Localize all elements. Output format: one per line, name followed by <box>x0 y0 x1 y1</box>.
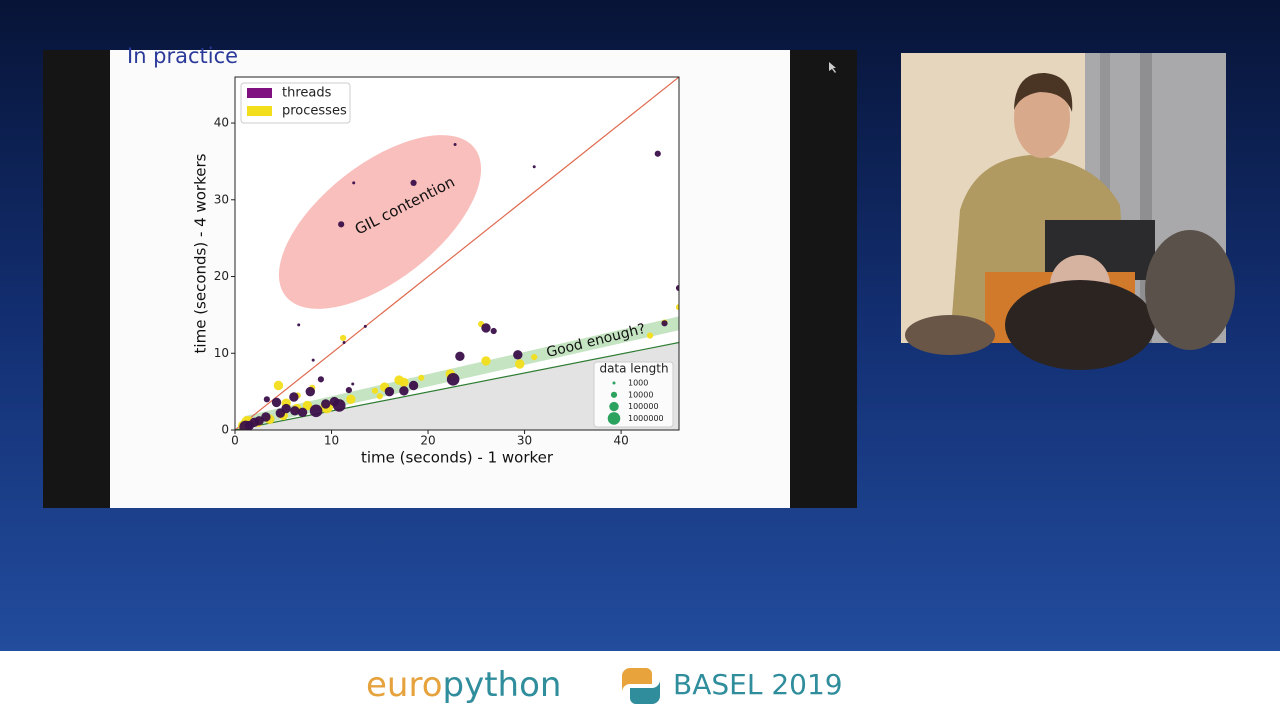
size-legend-title: data length <box>599 362 668 376</box>
point <box>531 353 538 361</box>
size-legend-label: 1000 <box>628 379 648 388</box>
point <box>675 284 679 292</box>
point <box>418 374 425 381</box>
point <box>481 323 491 333</box>
point <box>332 399 346 412</box>
point <box>297 407 308 418</box>
reference-line <box>235 341 679 430</box>
point <box>239 420 252 430</box>
point <box>302 400 313 411</box>
point <box>490 327 497 335</box>
size-legend-marker <box>607 412 621 425</box>
size-legend-label: 10000 <box>628 390 653 399</box>
point <box>455 351 465 362</box>
slide-title: In practice <box>127 44 238 68</box>
point <box>342 341 346 345</box>
point <box>675 304 679 311</box>
footer-bar <box>0 651 1280 720</box>
point <box>290 406 300 416</box>
y-tick-label: 20 <box>214 269 229 283</box>
size-legend-marker <box>610 391 618 398</box>
y-tick-label: 0 <box>221 423 229 437</box>
footer-event: BASEL 2019 <box>673 668 843 701</box>
legend-swatch <box>247 88 272 98</box>
point <box>446 373 460 386</box>
legend-label: processes <box>282 104 347 119</box>
x-tick-label: 0 <box>231 434 239 448</box>
point <box>271 397 282 408</box>
point <box>532 165 536 169</box>
point <box>352 181 356 185</box>
x-tick-label: 10 <box>324 434 339 448</box>
point <box>399 386 409 396</box>
size-legend-marker <box>609 401 619 412</box>
point <box>263 396 270 403</box>
point <box>340 334 347 342</box>
point <box>481 356 491 366</box>
point <box>321 399 331 409</box>
footer-brand: europython <box>366 665 561 705</box>
size-legend-label: 100000 <box>628 402 659 411</box>
point <box>338 221 345 228</box>
point <box>305 386 315 397</box>
reference-line <box>235 77 679 430</box>
camera-feed <box>901 53 1235 370</box>
y-tick-label: 10 <box>214 346 229 360</box>
point <box>351 382 355 386</box>
x-tick-label: 40 <box>613 434 628 448</box>
point <box>281 403 291 414</box>
point <box>394 375 404 385</box>
legend-label: threads <box>282 86 332 101</box>
point <box>513 350 523 360</box>
point <box>646 332 654 339</box>
python-logo <box>622 668 660 704</box>
point <box>273 380 284 391</box>
point <box>346 394 356 405</box>
cursor <box>829 62 836 73</box>
point <box>317 376 325 383</box>
point <box>453 143 457 147</box>
size-legend-label: 1000000 <box>628 414 664 423</box>
x-tick-label: 30 <box>517 434 532 448</box>
point <box>345 386 352 394</box>
annotation-ellipse <box>278 135 482 309</box>
point <box>297 323 301 327</box>
size-legend-marker <box>612 381 616 385</box>
point <box>311 358 315 362</box>
y-axis-label: time (seconds) - 4 workers <box>192 153 210 353</box>
plot-frame <box>234 76 680 431</box>
point <box>408 380 419 391</box>
y-tick-label: 40 <box>214 116 229 130</box>
point <box>384 386 395 397</box>
x-tick-label: 20 <box>420 434 435 448</box>
point <box>376 393 383 400</box>
y-tick-label: 30 <box>214 192 229 206</box>
point <box>371 387 379 394</box>
point <box>410 179 417 186</box>
point <box>661 320 668 327</box>
legend-swatch <box>247 106 272 116</box>
point <box>515 359 525 369</box>
point <box>363 324 367 328</box>
point <box>289 392 299 402</box>
x-axis-label: time (seconds) - 1 worker <box>361 449 554 467</box>
point <box>654 150 661 157</box>
point <box>309 404 323 418</box>
